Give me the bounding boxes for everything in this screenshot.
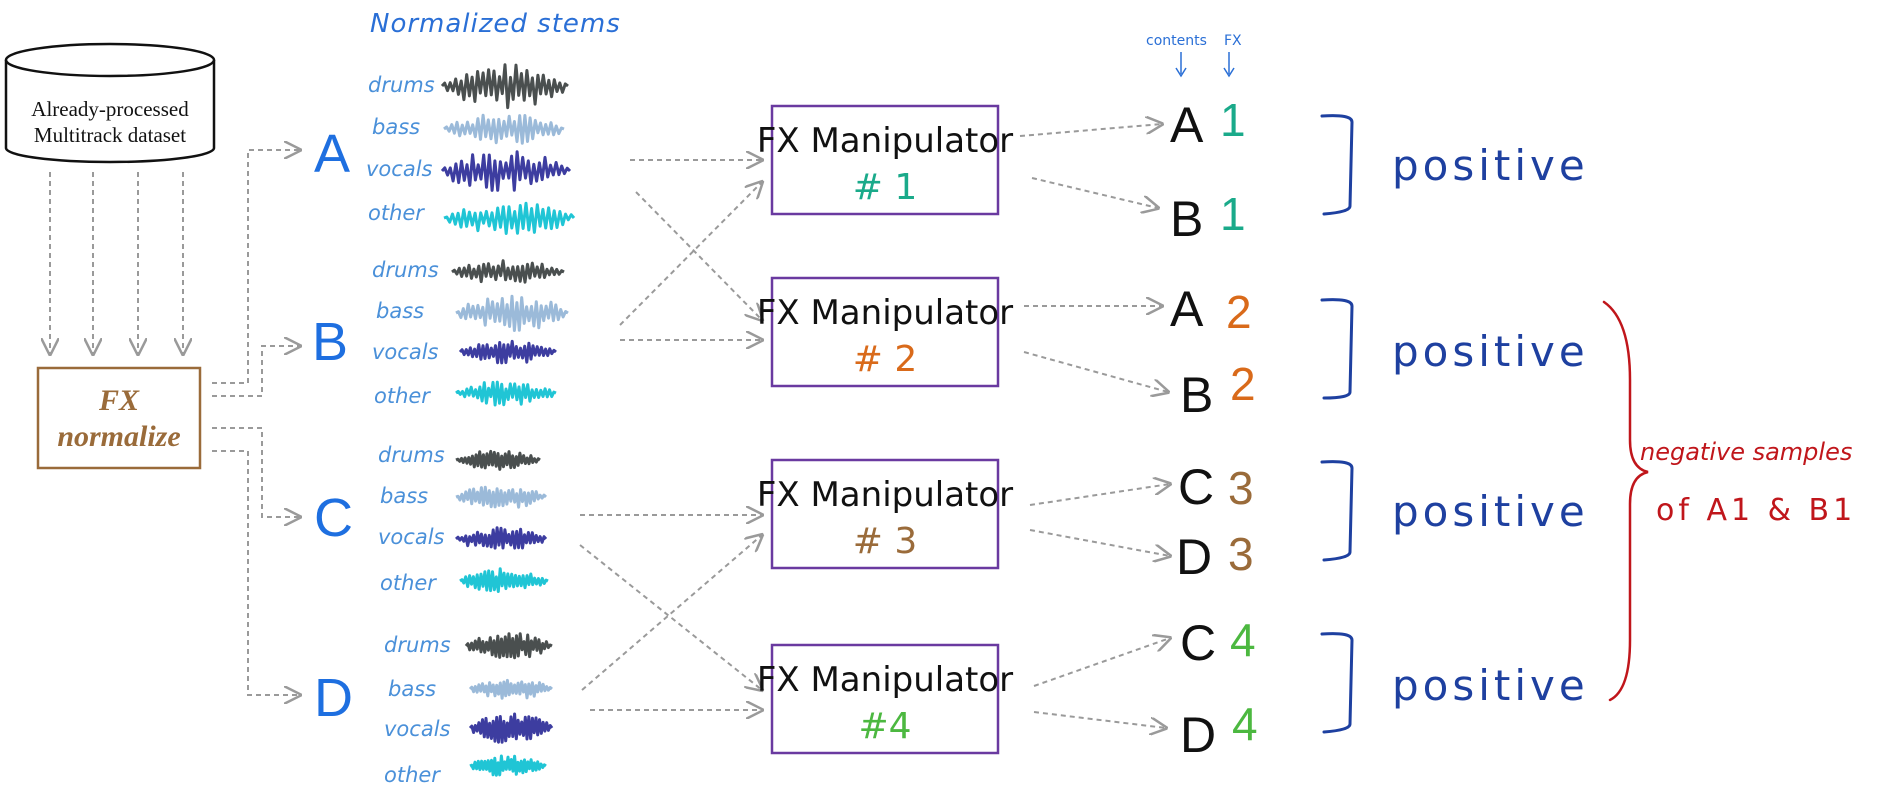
dataset-label-line2: Multitrack dataset [34, 123, 186, 147]
result-d3-content: D [1176, 529, 1212, 585]
manipulator-4-number: #4 [858, 706, 911, 747]
fx-manipulator-1: FX Manipulator # 1 [757, 104, 1013, 216]
fx-manipulator-4: FX Manipulator #4 [757, 643, 1013, 755]
waveform-d-other [469, 754, 547, 777]
positive-brackets [1320, 114, 1354, 734]
waveform-c-other [459, 567, 549, 593]
group-letter-a: A [314, 124, 350, 184]
negative-line2: of A1 & B1 [1656, 493, 1856, 528]
fx-arrowhead [1223, 67, 1235, 78]
stem-label-c-bass: bass [380, 484, 428, 508]
result-b1-fx: 1 [1220, 188, 1246, 240]
manipulator-2-number: # 2 [853, 339, 918, 380]
result-c4-fx: 4 [1230, 614, 1256, 666]
waveform-a-bass [443, 113, 565, 145]
stem-label-b-other: other [374, 384, 431, 408]
manipulator-3-number: # 3 [853, 521, 918, 562]
stem-label-c-drums: drums [378, 443, 445, 467]
group-letter-b: B [312, 312, 348, 372]
dataset-label-line1: Already-processed [31, 97, 189, 121]
fx-manipulator-3: FX Manipulator # 3 [757, 458, 1013, 570]
stem-label-b-vocals: vocals [372, 340, 439, 364]
result-a1: A 1 [1170, 94, 1246, 153]
waveform-c-drums [455, 449, 541, 471]
group-letter-c: C [314, 488, 353, 548]
fx-normalize-box: FX normalize [36, 366, 202, 470]
manipulator-4-title: FX Manipulator [757, 660, 1013, 700]
normalize-line2: normalize [57, 420, 180, 453]
waveform-b-other [455, 380, 557, 407]
positive-label-2: positive [1392, 327, 1589, 376]
result-d3-fx: 3 [1228, 528, 1254, 580]
waveform-a-other [443, 201, 576, 235]
dataset-cylinder: Already-processed Multitrack dataset [4, 42, 216, 164]
stem-label-d-other: other [384, 763, 441, 787]
result-a1-content: A [1170, 97, 1204, 153]
result-c4-content: C [1180, 615, 1216, 671]
stem-label-a-bass: bass [372, 115, 420, 139]
result-b1: B 1 [1170, 188, 1246, 247]
stem-label-b-bass: bass [376, 299, 424, 323]
dataset-to-normalize-arrows [50, 172, 183, 354]
waveform-d-bass [468, 678, 553, 700]
contents-header: contents [1146, 33, 1207, 49]
waveform-c-vocals [454, 526, 548, 550]
positive-label-1: positive [1392, 141, 1589, 190]
result-b2-content: B [1180, 367, 1213, 423]
stem-label-d-vocals: vocals [384, 717, 451, 741]
stem-label-a-vocals: vocals [366, 157, 433, 181]
group-letter-d: D [314, 668, 353, 728]
waveform-a-drums [440, 63, 569, 110]
manipulator-2-title: FX Manipulator [757, 293, 1013, 333]
result-d4-fx: 4 [1232, 698, 1258, 750]
result-c3-fx: 3 [1228, 462, 1254, 514]
negative-line1: negative samples [1640, 438, 1852, 466]
manipulator-3-title: FX Manipulator [757, 475, 1013, 515]
result-c4: C 4 [1180, 614, 1256, 671]
result-d3: D 3 [1176, 528, 1254, 585]
waveform-d-vocals [468, 712, 554, 744]
result-a2-content: A [1170, 281, 1204, 337]
manipulator-1-number: # 1 [853, 167, 918, 208]
fx-manipulator-2: FX Manipulator # 2 [757, 276, 1013, 388]
negative-bracket [1602, 300, 1649, 702]
waveform-b-vocals [458, 339, 557, 365]
stem-label-d-bass: bass [388, 677, 436, 701]
result-a1-fx: 1 [1220, 94, 1246, 146]
stem-label-b-drums: drums [372, 258, 439, 282]
result-c3-content: C [1178, 459, 1214, 515]
waveform-b-bass [455, 294, 569, 332]
fx-header: FX [1224, 33, 1242, 49]
result-b2: B 2 [1180, 358, 1256, 423]
result-a2: A 2 [1170, 281, 1252, 338]
waveform-c-bass [455, 485, 548, 509]
waveform-a-vocals [440, 150, 572, 192]
stems-header: Normalized stems [370, 9, 621, 39]
stem-label-c-vocals: vocals [378, 525, 445, 549]
result-c3: C 3 [1178, 459, 1254, 515]
waveform-d-drums [464, 632, 553, 660]
result-a2-fx: 2 [1226, 286, 1252, 338]
stem-label-d-drums: drums [384, 633, 451, 657]
stems-to-manipulator-arrows [579, 160, 762, 710]
result-b2-fx: 2 [1230, 358, 1256, 410]
stem-label-c-other: other [380, 571, 437, 595]
manipulator-to-result-arrows [1019, 124, 1170, 728]
manipulator-1-title: FX Manipulator [757, 121, 1013, 161]
result-d4-content: D [1180, 707, 1216, 763]
normalize-to-stems-arrows [212, 150, 300, 695]
result-d4: D 4 [1180, 698, 1258, 763]
contents-arrowhead [1175, 67, 1187, 78]
positive-label-4: positive [1392, 661, 1589, 710]
stems-layer: drums bass vocals other drums bass vocal… [366, 63, 576, 787]
stem-label-a-other: other [368, 201, 425, 225]
normalize-line1: FX [98, 384, 140, 417]
stem-label-a-drums: drums [368, 73, 435, 97]
waveform-b-drums [451, 259, 565, 284]
result-b1-content: B [1170, 191, 1203, 247]
positive-label-3: positive [1392, 487, 1589, 536]
